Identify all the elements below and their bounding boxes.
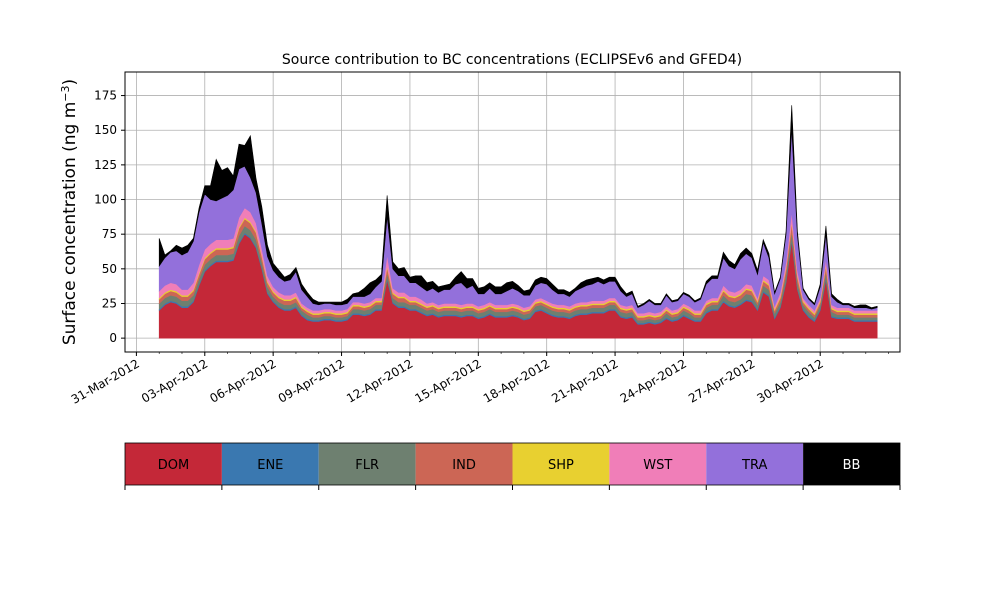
y-tick-label-7: 175 [94, 89, 117, 103]
legend-swatch-ind [415, 443, 513, 485]
legend-swatch-bb [803, 443, 900, 485]
legend-label-wst: WST [643, 458, 672, 473]
y-axis-label-close: ) [60, 79, 80, 86]
area-bb [158, 105, 878, 310]
x-tick-label-6: 18-Apr-2012 [481, 356, 552, 405]
legend-label-ind: IND [452, 458, 476, 473]
legend-label-dom: DOM [158, 458, 189, 473]
axes-frame [124, 71, 901, 353]
x-tick-label-0: 31-Mar-2012 [69, 356, 142, 406]
legend-swatch-ene [221, 443, 319, 485]
legend-swatch-tra [706, 443, 804, 485]
x-tick-label-4: 12-Apr-2012 [344, 356, 415, 405]
legend-swatch-flr [318, 443, 416, 485]
legend-label-ene: ENE [257, 458, 283, 473]
legend: DOM ENE FLR IND SHP WST TRA BB [124, 442, 901, 490]
x-tick-label-1: 03-Apr-2012 [139, 356, 210, 405]
plot-area: 0 25 50 75 100 125 150 175 31-Mar-201203-Apr-201… [69, 71, 901, 407]
y-axis-label-main: Surface concentration (ng m [60, 102, 80, 345]
chart-title: Source contribution to BC concentrations… [282, 52, 742, 68]
y-axis-label: Surface concentration (ng m−3) [59, 79, 81, 345]
legend-swatch-dom [125, 443, 222, 485]
x-tick-label-2: 06-Apr-2012 [207, 356, 278, 405]
y-tick-label-5: 125 [94, 158, 117, 172]
x-tick-label-10: 30-Apr-2012 [754, 356, 825, 405]
legend-swatch-wst [609, 443, 707, 485]
y-tick-label-3: 75 [102, 227, 117, 241]
legend-label-flr: FLR [355, 458, 379, 473]
y-tick-label-2: 50 [102, 262, 117, 276]
x-tick-label-3: 09-Apr-2012 [276, 356, 347, 405]
y-tick-label-6: 150 [94, 123, 117, 137]
y-tick-label-4: 100 [94, 193, 117, 207]
y-axis-label-superscript: −3 [59, 85, 72, 101]
legend-swatch-shp [512, 443, 610, 485]
x-tick-label-9: 27-Apr-2012 [686, 356, 757, 405]
legend-label-bb: BB [843, 458, 861, 473]
y-tick-label-1: 25 [102, 296, 117, 310]
y-tick-label-0: 0 [109, 331, 117, 345]
x-tick-label-5: 15-Apr-2012 [413, 356, 484, 405]
x-tick-label-7: 21-Apr-2012 [549, 356, 620, 405]
legend-label-shp: SHP [548, 458, 574, 473]
x-tick-label-8: 24-Apr-2012 [618, 356, 689, 405]
legend-label-tra: TRA [741, 458, 767, 473]
